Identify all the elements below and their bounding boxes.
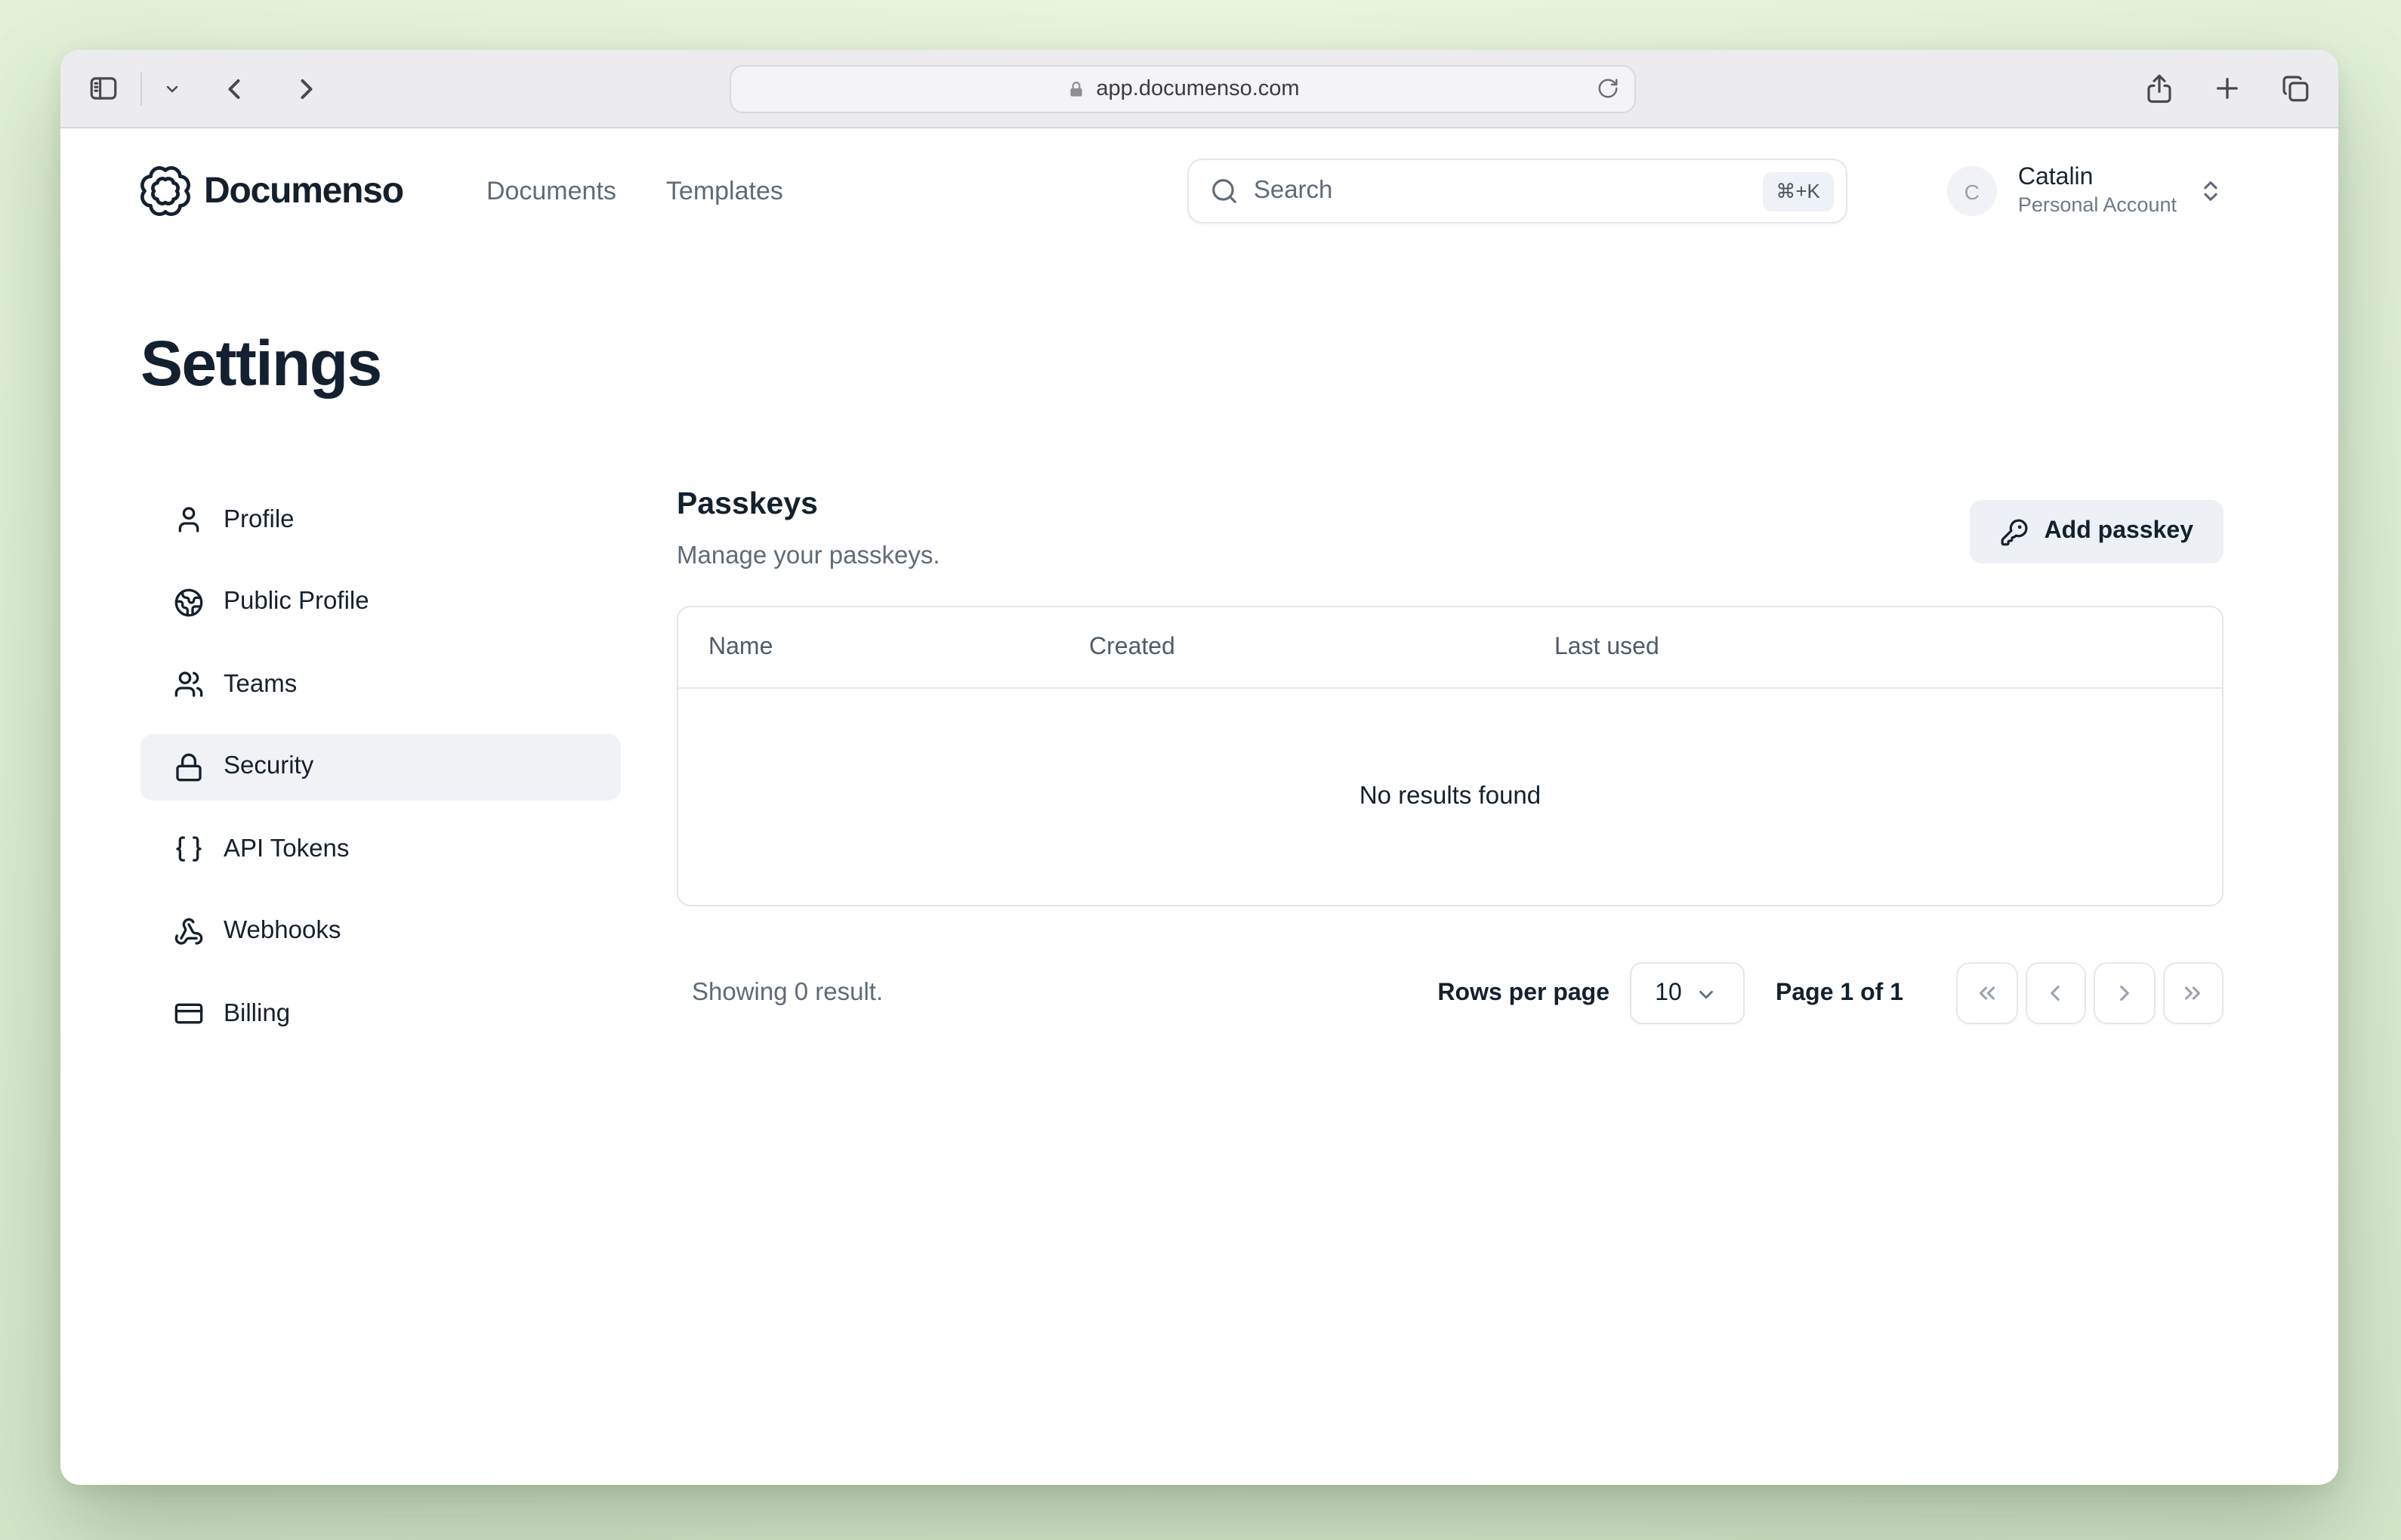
page-indicator: Page 1 of 1 xyxy=(1776,980,1903,1005)
key-icon xyxy=(2001,517,2029,546)
passkeys-panel: Passkeys Manage your passkeys. Add passk… xyxy=(677,486,2224,1063)
documenso-logo-icon xyxy=(140,166,190,216)
sidebar-item-billing[interactable]: Billing xyxy=(140,980,621,1047)
settings-sidebar: Profile Public Profile Teams xyxy=(140,486,621,1063)
section-description: Manage your passkeys. xyxy=(677,542,940,569)
page-title: Settings xyxy=(140,328,382,399)
sidebar-item-security[interactable]: Security xyxy=(140,733,621,800)
nav-templates[interactable]: Templates xyxy=(665,176,783,205)
braces-icon xyxy=(174,834,204,864)
new-tab-icon[interactable] xyxy=(2211,73,2243,104)
forward-button-icon[interactable] xyxy=(290,72,323,105)
rows-per-page-select[interactable]: 10 xyxy=(1629,962,1745,1024)
lock-icon xyxy=(1066,79,1085,99)
sidebar-item-api-tokens[interactable]: API Tokens xyxy=(140,816,621,882)
previous-page-button[interactable] xyxy=(2025,962,2086,1024)
share-icon[interactable] xyxy=(2143,73,2175,104)
brand[interactable]: Documenso xyxy=(140,166,404,216)
users-icon xyxy=(174,669,204,699)
sidebar-item-webhooks[interactable]: Webhooks xyxy=(140,898,621,964)
user-name: Catalin xyxy=(2017,164,2094,190)
user-account-type: Personal Account xyxy=(2017,193,2177,216)
sidebar-toggle-icon[interactable] xyxy=(88,73,119,104)
column-header-created: Created xyxy=(1089,634,1175,659)
column-header-last-used: Last used xyxy=(1554,634,1659,659)
app-content: Documenso Documents Templates Search ⌘+K… xyxy=(60,128,2338,1483)
search-icon xyxy=(1210,177,1239,205)
search-input[interactable]: Search ⌘+K xyxy=(1187,159,1847,224)
sidebar-item-teams[interactable]: Teams xyxy=(140,651,621,718)
browser-window: app.documenso.com xyxy=(60,50,2338,1485)
table-footer: Showing 0 result. Rows per page 10 Page … xyxy=(677,962,2224,1024)
lock-icon xyxy=(174,751,204,782)
url-text: app.documenso.com xyxy=(1096,77,1300,101)
main-nav: Documents Templates xyxy=(486,176,783,206)
add-passkey-button[interactable]: Add passkey xyxy=(1970,500,2224,563)
tab-overview-icon[interactable] xyxy=(2279,73,2311,104)
reload-icon[interactable] xyxy=(1597,77,1619,100)
section-title: Passkeys xyxy=(677,486,818,521)
user-menu[interactable]: C Catalin Personal Account xyxy=(1946,163,2224,220)
chevrons-right-icon xyxy=(2180,980,2206,1006)
chevron-right-icon xyxy=(2112,980,2137,1006)
browser-toolbar: app.documenso.com xyxy=(60,50,2338,128)
address-bar[interactable]: app.documenso.com xyxy=(730,65,1636,113)
chevron-left-icon xyxy=(2043,980,2069,1006)
rows-per-page-label: Rows per page xyxy=(1437,980,1610,1005)
credit-card-icon xyxy=(174,998,204,1029)
toolbar-divider xyxy=(140,72,142,105)
chevrons-up-down-icon xyxy=(2198,178,2224,204)
app-header: Documenso Documents Templates Search ⌘+K… xyxy=(140,128,2224,224)
user-icon xyxy=(174,505,204,535)
toolbar-chevron-down-icon[interactable] xyxy=(163,79,181,97)
empty-state-message: No results found xyxy=(1359,782,1542,810)
chevron-down-icon xyxy=(1696,983,1718,1006)
search-placeholder: Search xyxy=(1253,177,1333,204)
sidebar-item-profile[interactable]: Profile xyxy=(140,486,621,553)
webhook-icon xyxy=(174,916,204,946)
back-button-icon[interactable] xyxy=(218,72,251,105)
nav-documents[interactable]: Documents xyxy=(486,176,616,205)
column-header-name: Name xyxy=(708,634,773,659)
sidebar-item-public-profile[interactable]: Public Profile xyxy=(140,569,621,635)
chevrons-left-icon xyxy=(1974,980,2000,1006)
avatar: C xyxy=(1946,166,1997,216)
passkeys-table: Name Created Last used No results found xyxy=(677,606,2224,906)
results-summary: Showing 0 result. xyxy=(692,979,884,1006)
search-shortcut-badge: ⌘+K xyxy=(1762,171,1834,211)
globe-icon xyxy=(174,587,204,617)
next-page-button[interactable] xyxy=(2094,962,2155,1024)
last-page-button[interactable] xyxy=(2162,962,2224,1024)
pagination xyxy=(1956,962,2224,1024)
table-header-row: Name Created Last used xyxy=(678,607,2222,689)
brand-name: Documenso xyxy=(204,170,404,211)
first-page-button[interactable] xyxy=(1956,962,2017,1024)
